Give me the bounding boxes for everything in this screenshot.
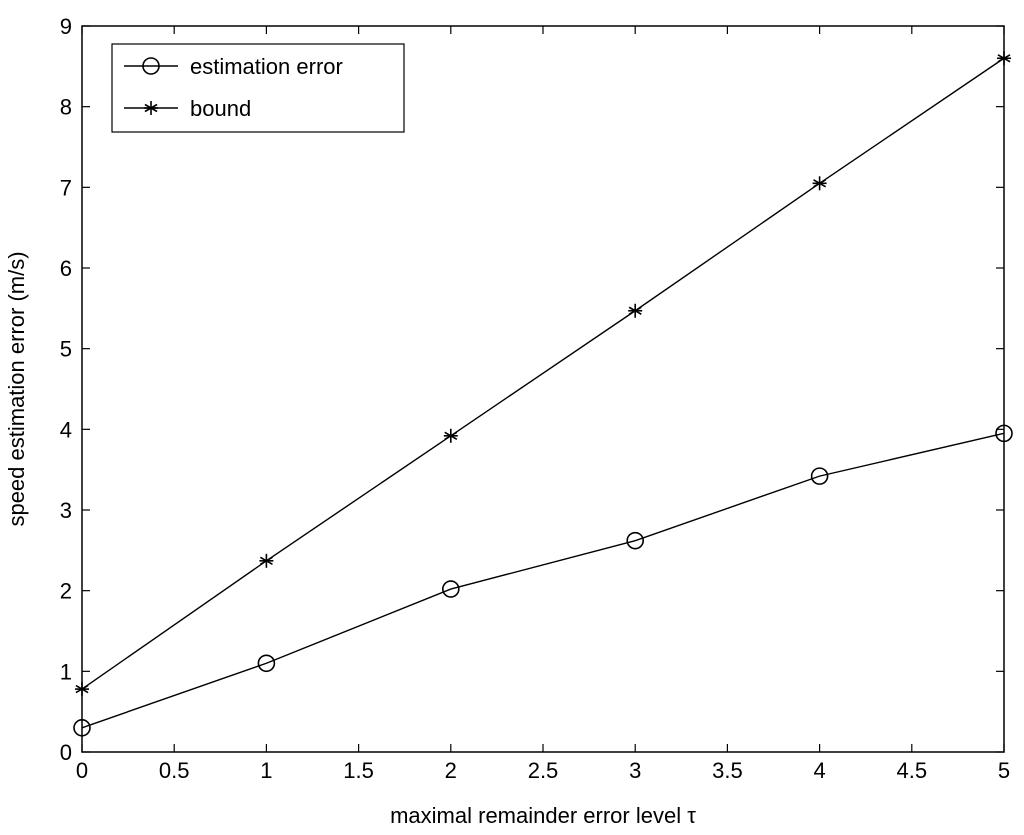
x-tick-label: 5 <box>998 758 1010 783</box>
x-tick-label: 0.5 <box>159 758 190 783</box>
data-point <box>812 176 827 191</box>
y-tick-label: 6 <box>60 256 72 281</box>
data-point <box>997 51 1011 66</box>
x-tick-label: 4.5 <box>897 758 928 783</box>
x-tick-label: 3 <box>629 758 641 783</box>
data-point <box>626 531 645 550</box>
series-line <box>81 432 1005 729</box>
series-2 <box>75 51 1011 697</box>
y-tick-label: 1 <box>60 659 72 684</box>
x-tick-labels: 0 0.5 1 1.5 2 2.5 3 3.5 4 4.5 5 <box>76 758 1010 783</box>
y-tick-label: 4 <box>60 417 72 442</box>
data-point <box>73 718 91 737</box>
data-point <box>995 424 1013 443</box>
y-tick-label: 3 <box>60 498 72 523</box>
legend-marker <box>144 101 158 115</box>
data-point <box>259 553 274 568</box>
y-tick-label: 0 <box>60 740 72 765</box>
y-axis-title: speed estimation error (m/s) <box>4 251 29 526</box>
y-tick-label: 9 <box>60 14 72 39</box>
y-tick-label: 7 <box>60 175 72 200</box>
plot-background <box>81 25 1005 753</box>
axis-ticks <box>81 25 1005 753</box>
series-layer <box>73 51 1013 737</box>
legend-label: estimation error <box>190 54 343 79</box>
x-tick-label: 2.5 <box>528 758 559 783</box>
x-axis-title: maximal remainder error level τ <box>390 803 696 828</box>
x-tick-label: 1 <box>260 758 272 783</box>
y-tick-label: 8 <box>60 95 72 120</box>
series-line <box>81 57 1005 690</box>
x-tick-label: 4 <box>813 758 825 783</box>
x-tick-label: 1.5 <box>343 758 374 783</box>
data-point <box>628 303 643 318</box>
data-point <box>257 654 276 673</box>
data-point <box>443 428 458 443</box>
legend-label: bound <box>190 96 251 121</box>
legend-entry: bound <box>124 96 251 121</box>
data-point <box>441 580 460 598</box>
legend-marker <box>142 57 160 75</box>
y-tick-labels: 0 1 2 3 4 5 6 7 8 9 <box>60 14 72 765</box>
legend-entry: estimation error <box>124 54 343 79</box>
legend: estimation error bound <box>111 43 405 133</box>
series-1 <box>73 424 1013 737</box>
x-tick-label: 3.5 <box>712 758 743 783</box>
x-tick-label: 0 <box>76 758 88 783</box>
data-point <box>75 682 89 697</box>
y-tick-label: 5 <box>60 337 72 362</box>
x-tick-label: 2 <box>445 758 457 783</box>
data-point <box>810 467 829 485</box>
legend-box <box>111 43 405 133</box>
y-tick-label: 2 <box>60 579 72 604</box>
